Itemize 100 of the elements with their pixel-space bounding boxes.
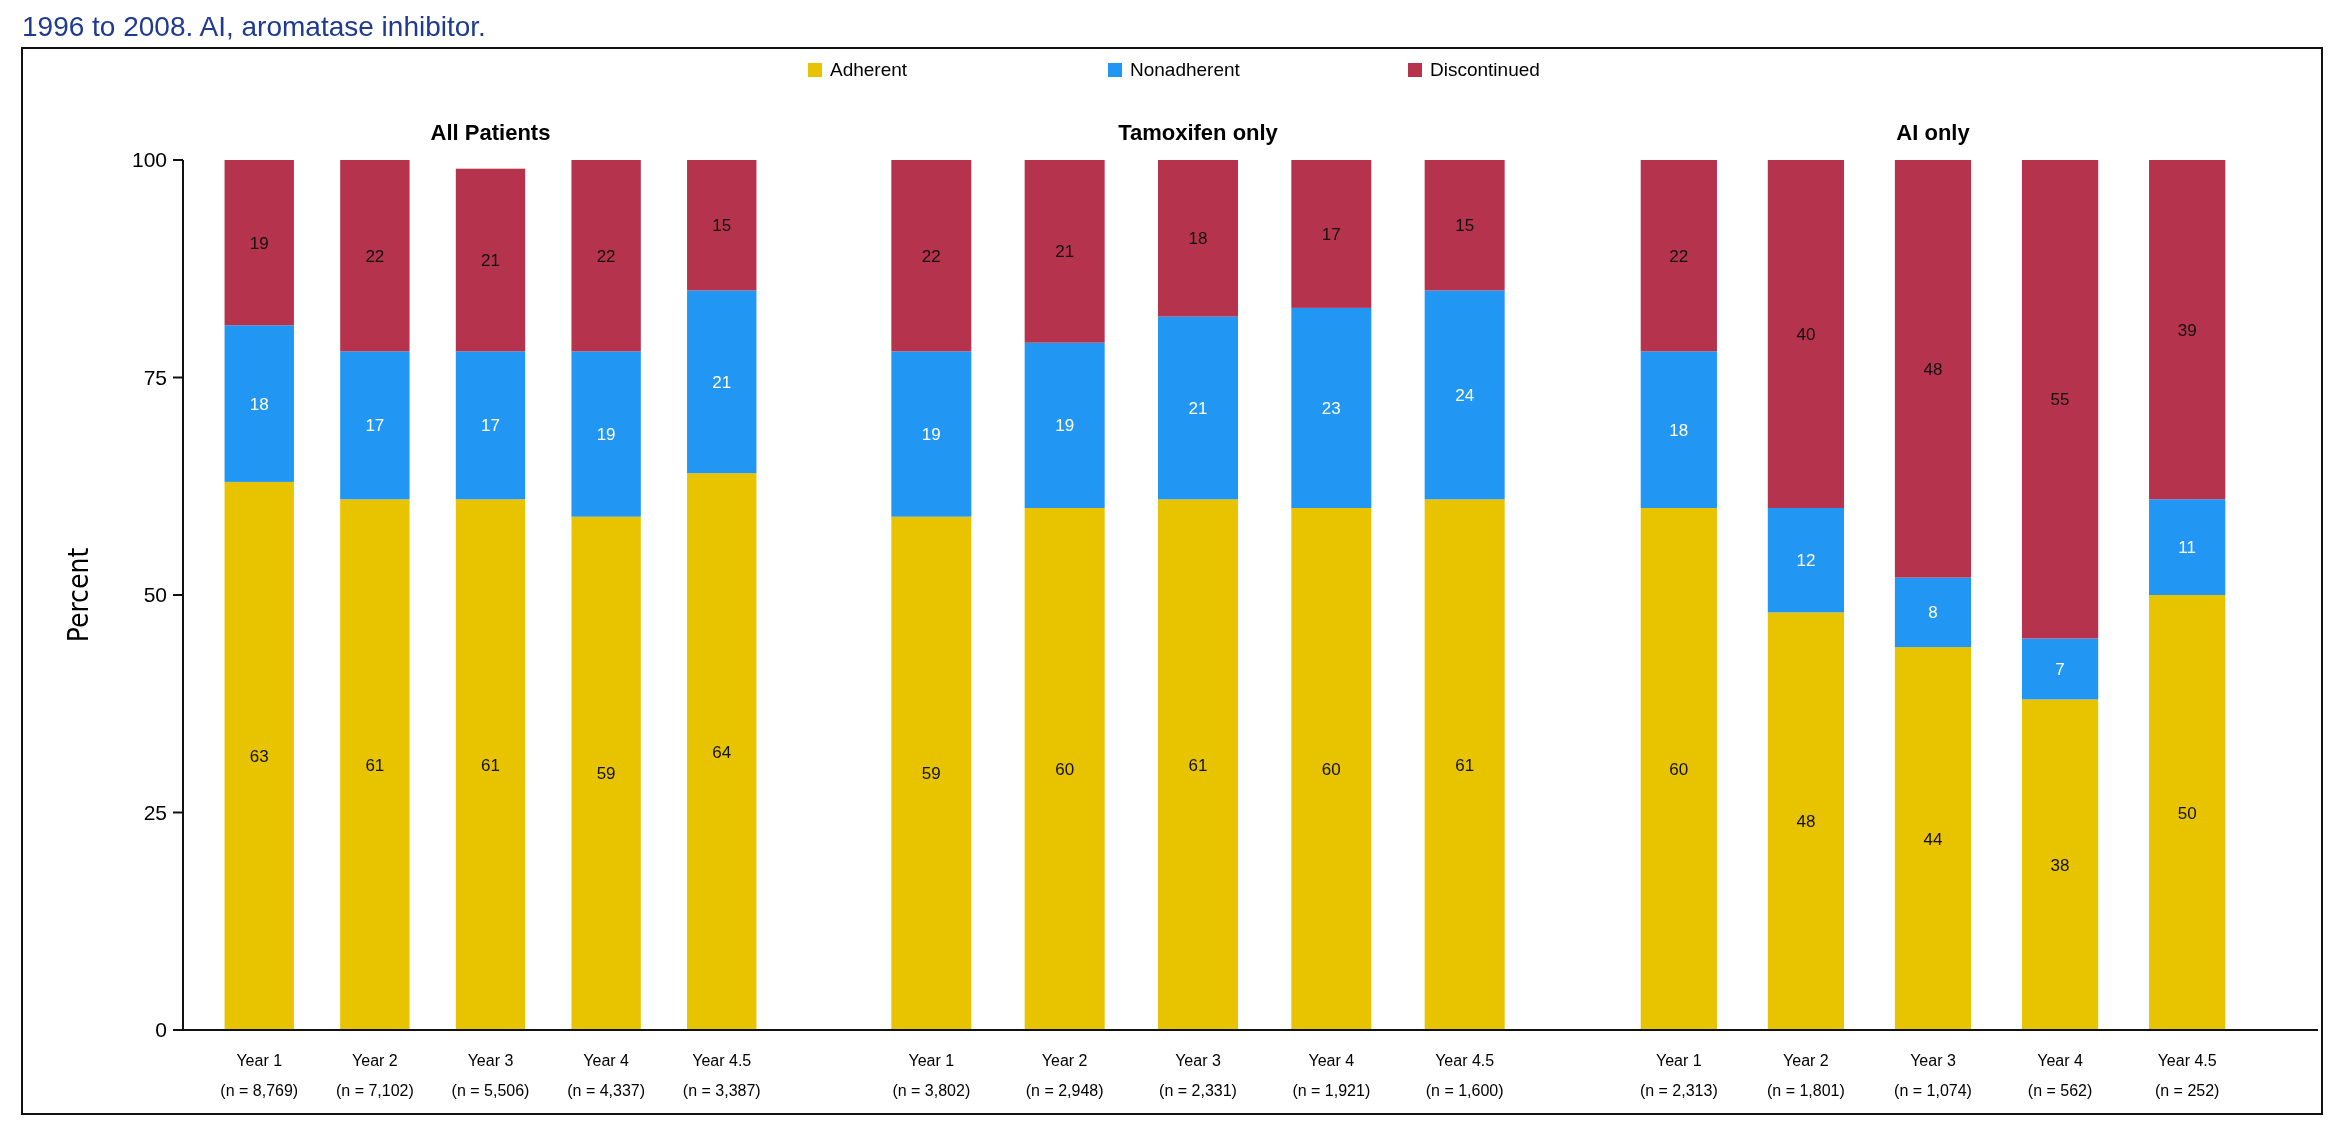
bar (1291, 307, 1372, 508)
data-label: 22 (596, 246, 616, 266)
bar (455, 168, 526, 352)
bar (1894, 160, 1972, 578)
bar (571, 351, 641, 517)
data-label: 61 (481, 755, 500, 775)
data-label: 38 (2050, 855, 2070, 875)
data-label: 21 (1188, 398, 1208, 418)
bar (1640, 351, 1717, 508)
x-tick-label: Year 2 (n = 7,102) (335, 1052, 414, 1099)
x-tick-label: Year 1 (n = 2,313) (1639, 1052, 1718, 1099)
data-label: 19 (921, 425, 941, 445)
x-tick-label: Year 1 (n = 8,769) (220, 1052, 299, 1099)
bar (687, 473, 757, 1030)
x-tick-label: Year 3 (n = 2,331) (1159, 1052, 1237, 1099)
bar (2021, 638, 2099, 700)
bar (891, 351, 972, 517)
bar (1640, 508, 1717, 1030)
data-label: 18 (249, 394, 269, 414)
bar (1894, 647, 1972, 1030)
chart-title: All Patients (430, 120, 551, 145)
bar (455, 351, 526, 500)
bar (340, 160, 410, 352)
bar (571, 516, 641, 1030)
bar (1767, 508, 1845, 613)
bar (1894, 577, 1972, 648)
bar (687, 160, 757, 291)
x-tick-label: Year 4 (n = 4,337) (567, 1052, 646, 1099)
data-label: 61 (365, 755, 385, 775)
data-label: 61 (1455, 755, 1475, 775)
data-label: 48 (1923, 359, 1943, 379)
x-tick-label: Year 4 (n = 1,921) (1292, 1052, 1371, 1099)
x-tick-label: Year 4 (n = 562) (2027, 1052, 2093, 1099)
data-label: 55 (2050, 390, 2070, 410)
bar (2149, 499, 2226, 595)
bar (2021, 699, 2099, 1030)
x-tick-label: Year 4.5 (n = 252) (2154, 1052, 2220, 1099)
data-label: 15 (712, 216, 732, 236)
x-tick-label: Year 3 (n = 5,506) (451, 1052, 530, 1099)
chart-title: AI only (1896, 120, 1971, 145)
data-label: 39 (2177, 320, 2197, 340)
bar (455, 499, 526, 1030)
data-label: 8 (1928, 603, 1938, 623)
data-label: 19 (1055, 416, 1075, 436)
bar (891, 516, 972, 1030)
data-label: 17 (481, 416, 500, 436)
data-label: 63 (249, 746, 269, 766)
bar (1158, 499, 1238, 1030)
bar (571, 160, 641, 352)
data-label: 12 (1796, 551, 1816, 571)
legend-label: Discontinued (1430, 59, 1540, 80)
data-label: 50 (2177, 803, 2197, 823)
bar (1640, 160, 1717, 352)
bar (1767, 612, 1845, 1030)
bar (1424, 499, 1505, 1030)
data-label: 17 (1321, 224, 1341, 244)
bar (1291, 508, 1372, 1030)
x-tick-label: Year 2 (n = 1,801) (1767, 1052, 1845, 1099)
legend-label: Adherent (830, 59, 908, 80)
data-label: 60 (1669, 760, 1689, 779)
data-label: 64 (712, 742, 732, 762)
x-tick-label: Year 4.5 (n = 3,387) (682, 1052, 761, 1099)
bar (1024, 508, 1105, 1030)
x-tick-label: Year 1 (n = 3,802) (892, 1052, 971, 1099)
chart-title: Tamoxifen only (1118, 120, 1279, 145)
data-label: 23 (1321, 398, 1341, 418)
bar (2149, 160, 2226, 500)
data-label: 18 (1188, 229, 1208, 249)
data-label: 21 (712, 372, 732, 392)
x-tick-label: Year 3 (n = 1,074) (1894, 1052, 1972, 1099)
bar (687, 290, 757, 474)
y-tick-label: 75 (143, 365, 167, 389)
data-label: 15 (1455, 216, 1475, 236)
y-tick-label: 25 (143, 800, 167, 824)
bar (2149, 595, 2226, 1030)
text: 1996 to 2008. AI, aromatase inhibitor. (22, 11, 486, 42)
data-label: 22 (1669, 246, 1689, 266)
data-label: 19 (249, 233, 269, 253)
y-axis-title: Percent (62, 547, 95, 643)
data-label: 11 (2178, 538, 2196, 558)
y-tick-label: 0 (155, 1018, 167, 1041)
data-label: 17 (365, 416, 385, 436)
bar (1024, 342, 1105, 508)
data-label: 59 (921, 764, 941, 784)
bar (1024, 160, 1105, 343)
y-tick-label: 100 (131, 148, 167, 171)
bar (1767, 160, 1845, 508)
data-label: 24 (1455, 385, 1475, 405)
data-label: 18 (1669, 420, 1689, 440)
bar (2021, 160, 2099, 639)
bar (1291, 160, 1372, 308)
data-label: 22 (921, 246, 941, 266)
bar (1158, 316, 1238, 500)
bar (224, 160, 294, 326)
y-tick-label: 50 (143, 583, 167, 606)
bar (224, 325, 294, 482)
x-tick-label: Year 4.5 (n = 1,600) (1425, 1052, 1504, 1099)
data-label: 60 (1055, 760, 1075, 779)
data-label: 48 (1796, 812, 1816, 832)
bar (224, 481, 294, 1030)
